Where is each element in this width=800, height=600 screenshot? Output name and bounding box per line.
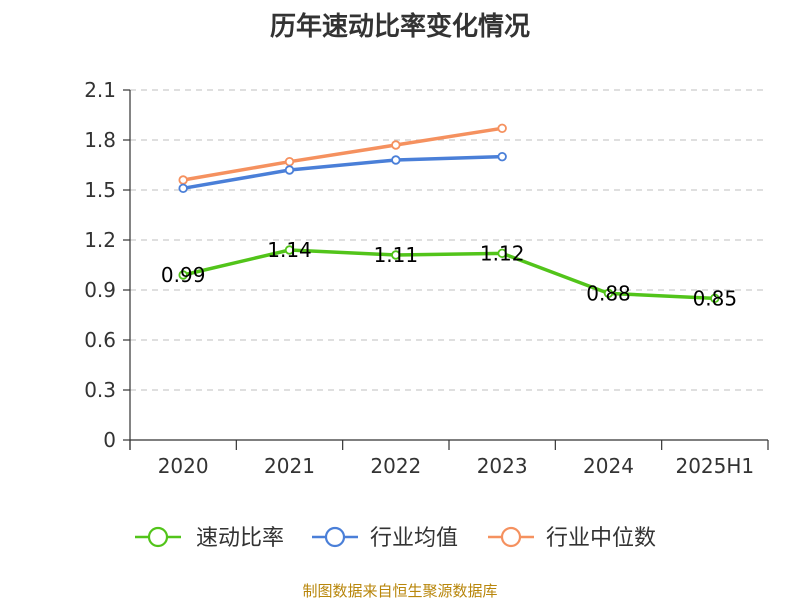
series-line — [181, 248, 717, 301]
y-tick-label: 0 — [103, 428, 116, 452]
legend-item-0[interactable]: 速动比率 — [135, 526, 284, 551]
legend-label: 行业均值 — [370, 526, 458, 551]
data-point[interactable] — [497, 123, 507, 134]
x-tick-label: 2021 — [264, 454, 315, 478]
data-label: 1.11 — [374, 243, 419, 267]
legend-marker — [147, 526, 169, 548]
y-tick-label: 2.1 — [84, 78, 116, 102]
data-point[interactable] — [178, 175, 188, 185]
data-point[interactable] — [178, 270, 188, 280]
series-2 — [178, 123, 507, 185]
data-point[interactable] — [603, 288, 614, 299]
data-label: 1.12 — [480, 241, 525, 265]
y-tick-label: 1.5 — [84, 178, 116, 202]
x-tick-label: 2025H1 — [675, 454, 754, 478]
legend-label: 行业中位数 — [546, 526, 656, 551]
data-label: 0.88 — [586, 281, 631, 305]
data-point[interactable] — [497, 248, 507, 259]
y-tick-label: 1.8 — [84, 128, 116, 152]
series-line — [181, 126, 504, 182]
data-point[interactable] — [391, 155, 401, 165]
source-note: 制图数据来自恒生聚源数据库 — [302, 582, 497, 600]
data-point[interactable] — [391, 250, 401, 260]
x-tick-label: 2024 — [583, 454, 634, 478]
legend[interactable]: 速动比率 行业均值 行业中位数 — [135, 526, 656, 551]
y-tick-label: 0.9 — [84, 278, 116, 302]
data-label: 1.14 — [267, 238, 312, 262]
x-tick-label: 2022 — [370, 454, 421, 478]
series-line — [181, 154, 504, 191]
data-point[interactable] — [284, 156, 295, 167]
legend-item-1[interactable]: 行业均值 — [312, 526, 458, 551]
data-label: 0.99 — [161, 263, 206, 287]
data-point[interactable] — [391, 140, 401, 150]
y-tick-label: 1.2 — [84, 228, 116, 252]
series-layer — [178, 123, 720, 304]
series-1 — [178, 151, 507, 194]
series-0 — [178, 245, 720, 304]
legend-marker — [324, 526, 346, 548]
x-tick-label: 2023 — [477, 454, 528, 478]
legend-marker — [500, 526, 522, 548]
legend-item-2[interactable]: 行业中位数 — [488, 526, 656, 551]
data-point[interactable] — [497, 151, 507, 162]
data-point[interactable] — [710, 293, 720, 304]
legend-label: 速动比率 — [196, 526, 284, 551]
data-point[interactable] — [284, 245, 295, 255]
data-point[interactable] — [178, 183, 188, 194]
chart-title: 历年速动比率变化情况 — [270, 11, 530, 42]
data-labels: 0.99 1.14 1.11 1.12 0.88 0.85 — [161, 238, 737, 310]
y-tick-label: 0.6 — [84, 328, 116, 352]
axes: 0 0.3 0.6 0.9 1.2 1.5 1.8 2.1 2020 2021 2022 2023 20… — [84, 78, 769, 478]
x-tick-label: 2020 — [158, 454, 209, 478]
data-label: 0.85 — [693, 286, 738, 310]
grid-lines — [130, 89, 768, 391]
data-point[interactable] — [284, 165, 295, 175]
y-tick-label: 0.3 — [84, 378, 116, 402]
